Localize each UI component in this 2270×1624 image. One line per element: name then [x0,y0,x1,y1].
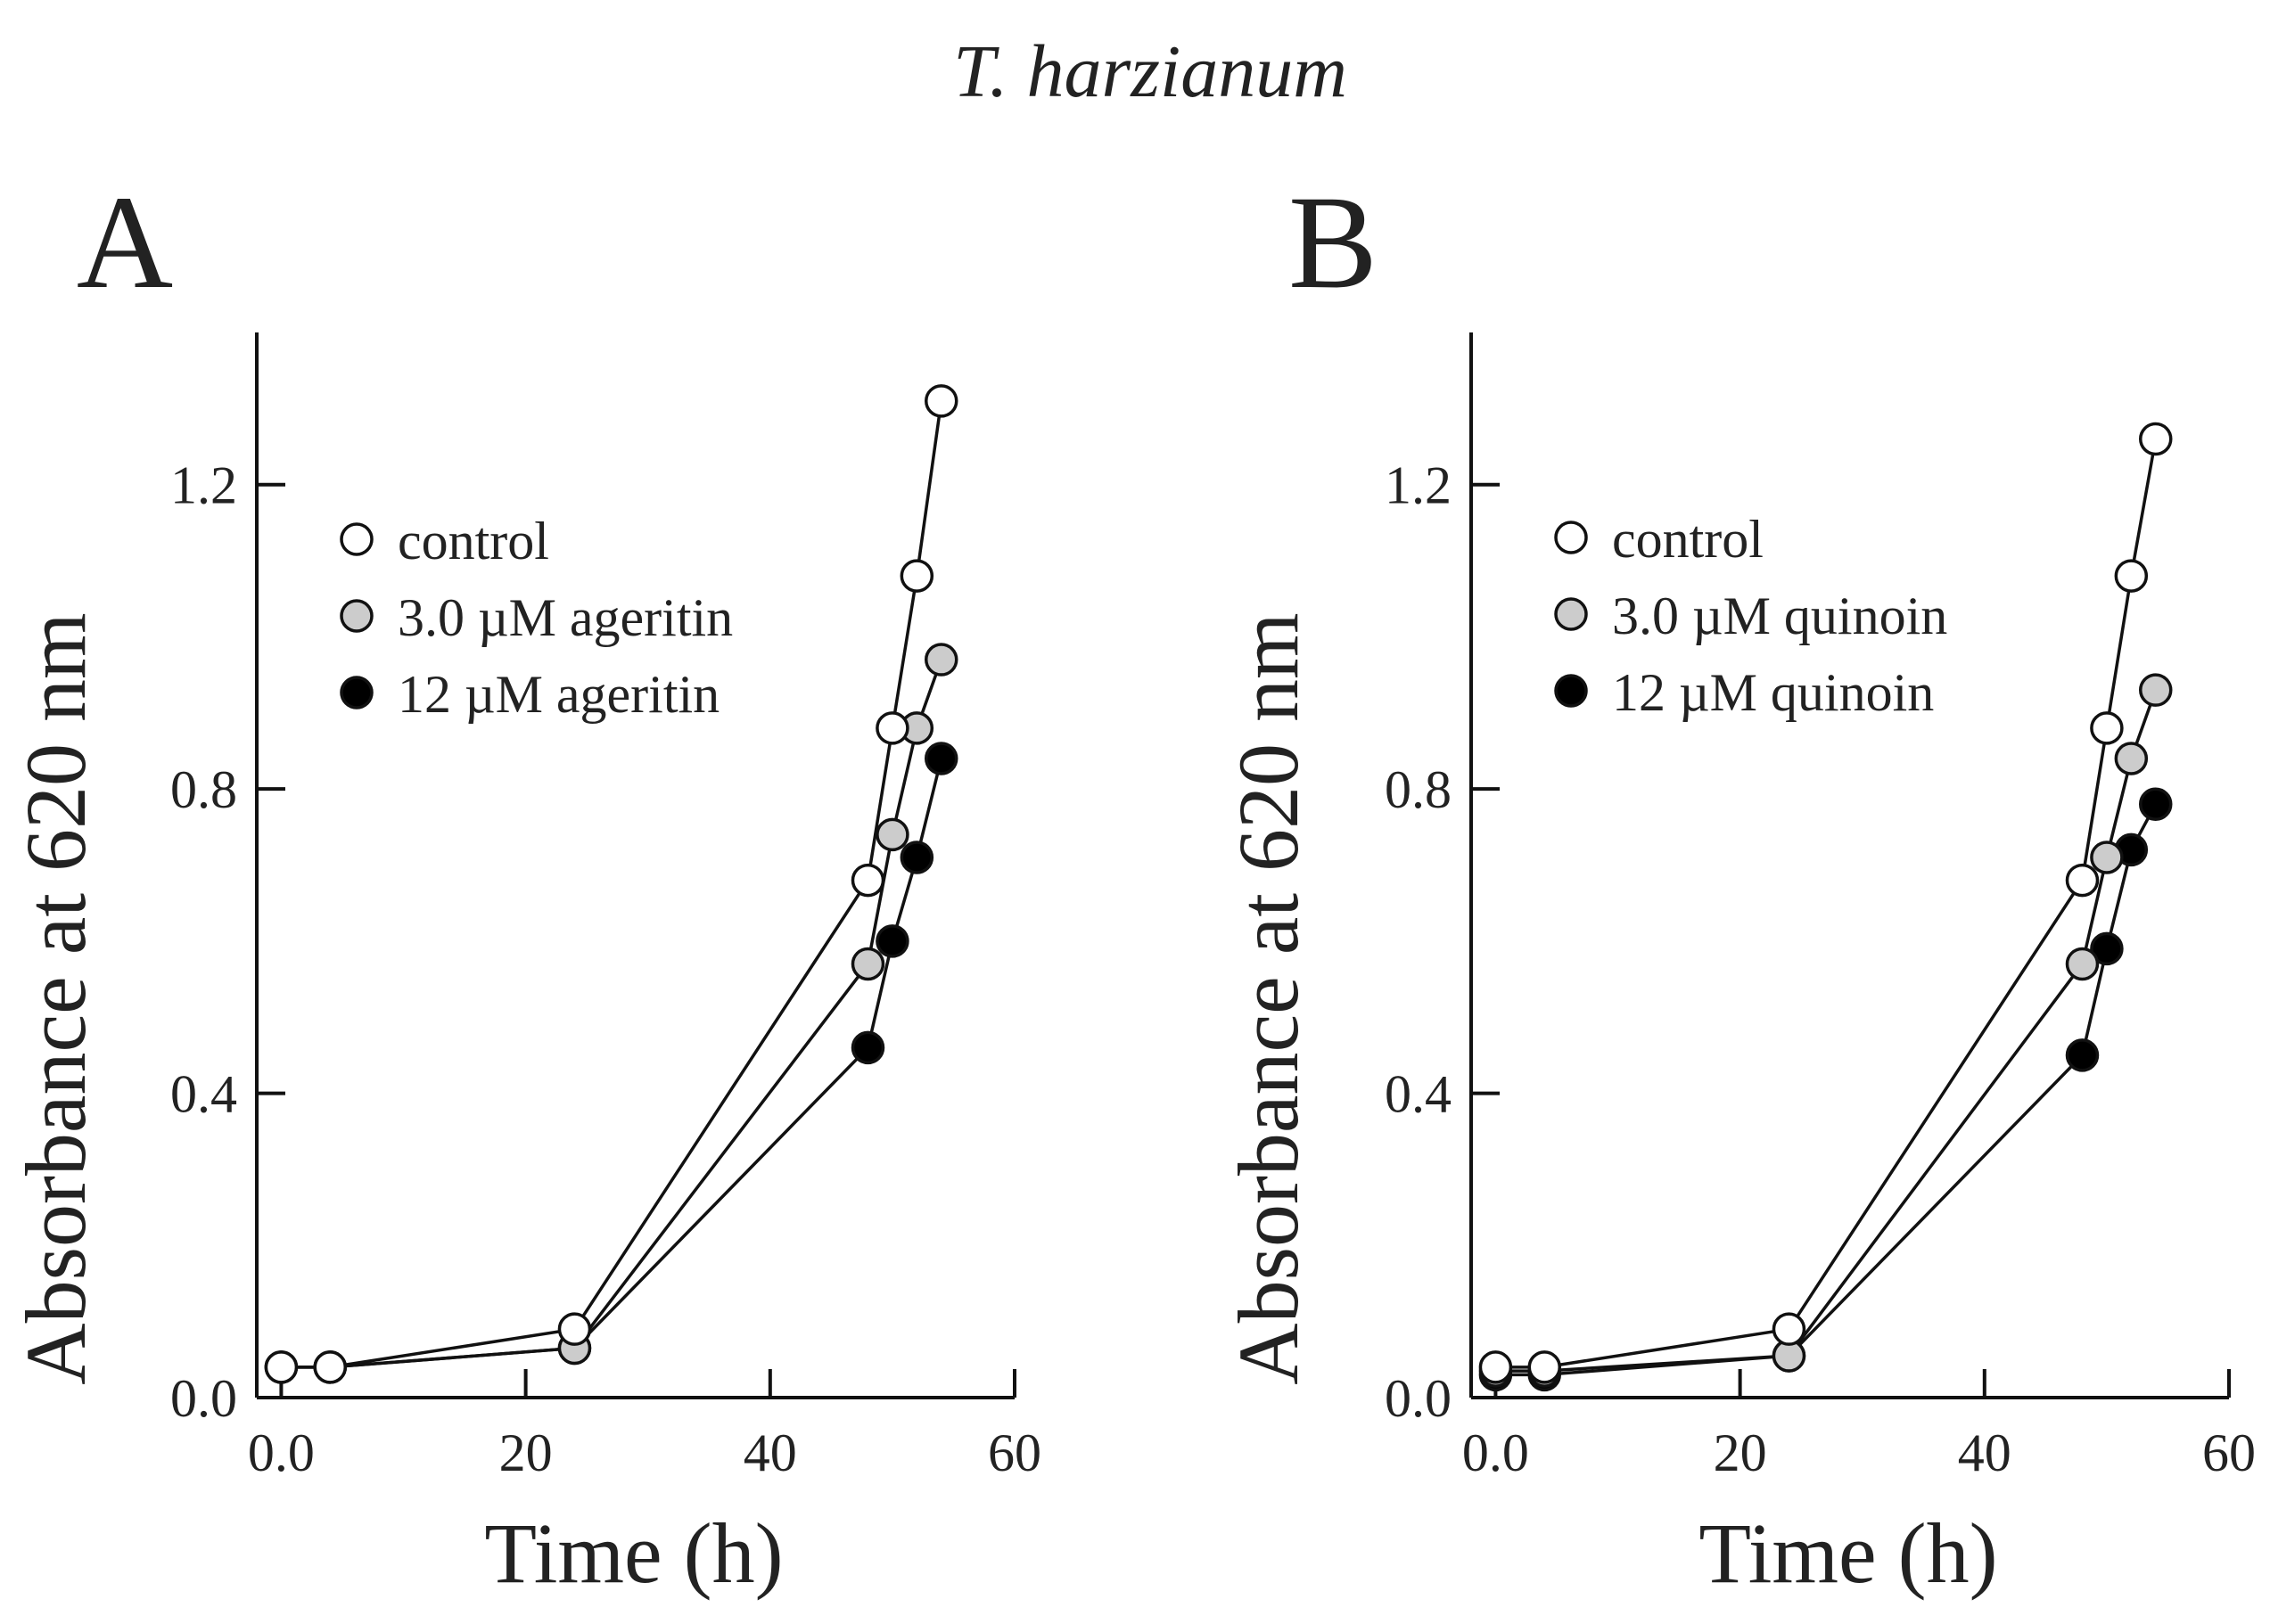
x-tick-label: 0.0 [1462,1423,1529,1482]
y-axis-title: Absorbance at 620 nm [8,612,103,1384]
y-tick-label: 0.0 [1385,1369,1452,1428]
data-point-series-3 [851,1030,885,1065]
data-point-series-3 [2138,787,2173,821]
y-tick-label: 0.0 [170,1369,237,1428]
data-point-series-1 [1772,1312,1806,1346]
data-point-series-1 [2114,559,2149,593]
data-point-series-1 [1478,1350,1513,1384]
data-point-series-3 [900,841,934,874]
legend-label: 3.0 µM ageritin [398,588,733,647]
data-point-series-1 [2065,863,2100,898]
data-point-series-1 [851,863,885,898]
legend-label: 12 µM quinoin [1612,663,1934,722]
x-tick-label: 60 [2202,1423,2256,1482]
data-point-series-1 [557,1312,592,1346]
x-tick-label: 40 [1958,1423,2011,1482]
data-point-series-1 [876,711,909,745]
panel-label: A [77,168,173,316]
legend-marker [1554,521,1588,554]
legend-marker [340,676,374,709]
x-tick-label: 60 [988,1423,1041,1482]
data-point-series-1 [264,1350,299,1384]
data-point-series-2 [851,947,885,981]
x-tick-label: 20 [1714,1423,1767,1482]
y-tick-label: 0.4 [170,1065,237,1124]
series-line-2 [281,659,943,1369]
y-tick-label: 1.2 [170,456,237,515]
data-point-series-2 [2138,673,2173,707]
y-tick-label: 1.2 [1385,456,1452,515]
data-point-series-2 [2114,742,2149,775]
data-point-series-2 [924,643,958,677]
legend-label: control [398,512,549,570]
legend-marker [1554,597,1588,631]
x-axis-title: Time (h) [484,1505,783,1601]
series-line-3 [281,758,943,1369]
chart-panel-b: B 0.0 20 40 60 0.0 0.4 0.8 1.2 Time (h) Absorbance… [1221,168,2256,1601]
x-tick-label: 20 [499,1423,553,1482]
data-point-series-3 [924,742,958,775]
panel-label: B [1288,168,1378,316]
series-line-1 [1495,439,2158,1369]
data-point-series-2 [2065,947,2100,981]
chart-panel-a: A 0.0 20 40 60 0.0 0.4 0.8 1.2 Time (h) Absorbance… [8,168,1041,1601]
legend-marker [340,599,374,633]
figure-suptitle: T. harzianum [953,30,1347,113]
x-tick-label: 40 [744,1423,797,1482]
data-point-series-3 [2090,931,2124,966]
data-point-series-3 [2065,1038,2100,1072]
y-axis-title: Absorbance at 620 nm [1221,612,1316,1384]
data-point-series-1 [900,559,934,593]
data-point-series-1 [313,1350,348,1384]
series-line-1 [281,400,943,1369]
y-tick-label: 0.4 [1385,1065,1452,1124]
x-tick-label: 0.0 [248,1423,315,1482]
series-line-2 [1495,689,2158,1373]
data-point-series-2 [2090,841,2124,874]
data-point-series-3 [876,924,909,958]
legend-label: 3.0 µM quinoin [1612,586,1947,645]
data-point-series-1 [2090,711,2124,745]
data-point-series-1 [2138,422,2173,456]
legend-marker [1554,674,1588,708]
legend-marker [340,522,374,556]
y-tick-label: 0.8 [170,760,237,819]
data-point-series-1 [924,384,958,418]
x-axis-title: Time (h) [1698,1505,1997,1601]
data-point-series-1 [1527,1350,1562,1384]
legend-label: 12 µM ageritin [398,665,720,724]
y-tick-label: 0.8 [1385,760,1452,819]
legend-label: control [1612,510,1764,569]
series-line-3 [1495,803,2158,1377]
data-point-series-2 [876,817,909,852]
